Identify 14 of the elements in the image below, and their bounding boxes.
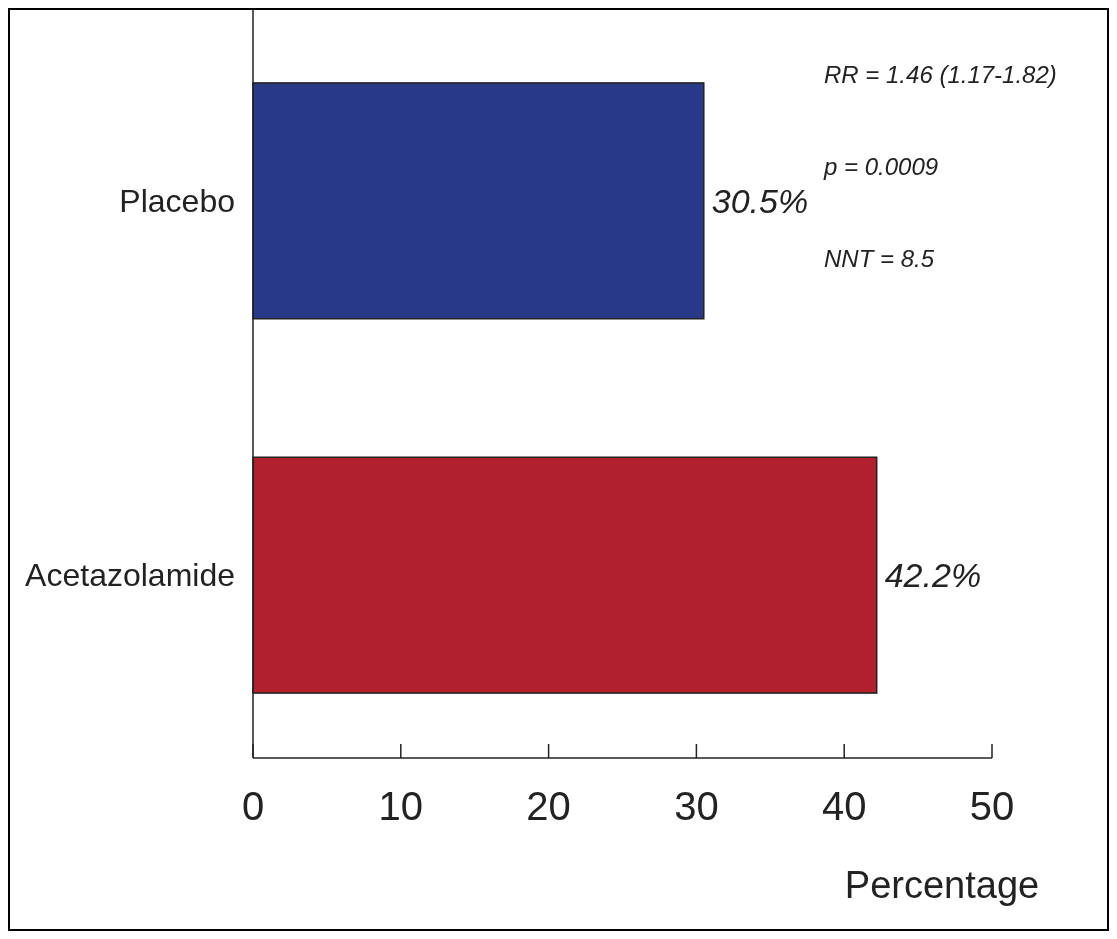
annotation: p = 0.0009	[823, 153, 939, 180]
x-tick-label: 50	[969, 784, 1015, 828]
y-tick-label: Acetazolamide	[25, 557, 235, 594]
annotation: RR = 1.46 (1.17-1.82)	[824, 61, 1057, 88]
data-label: 30.5%	[711, 181, 809, 220]
annotation: NNT = 8.5	[824, 245, 935, 272]
y-tick-label: Placebo	[119, 183, 235, 220]
x-tick-label: 40	[821, 784, 867, 828]
x-axis-title: Percentage	[844, 864, 1040, 906]
x-tick-label: 10	[378, 784, 424, 828]
x-tick-label: 30	[674, 784, 719, 828]
x-tick-label: 20	[526, 784, 571, 828]
x-tick-label: 0	[241, 784, 265, 828]
data-label: 42.2%	[884, 556, 982, 595]
